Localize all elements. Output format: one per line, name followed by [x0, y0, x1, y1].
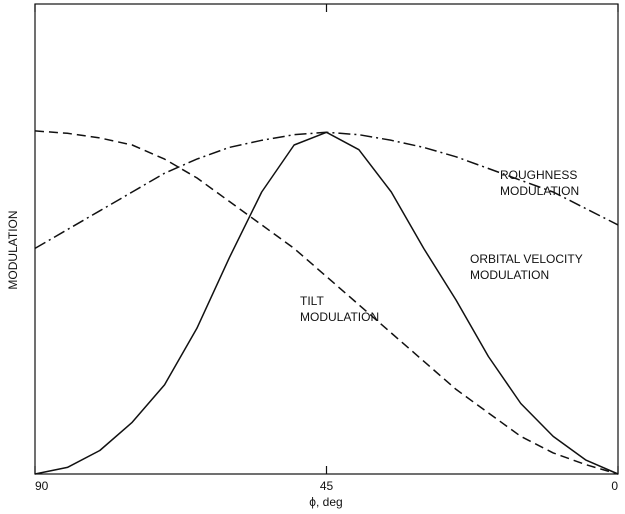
curve-label: ORBITAL VELOCITY: [470, 252, 583, 266]
plot-frame: [34, 3, 619, 475]
curve-label: MODULATION: [470, 268, 549, 282]
x-tick-label: 45: [320, 479, 334, 493]
curve: [34, 131, 619, 475]
x-tick-label: 0: [611, 479, 618, 493]
curve-label: MODULATION: [500, 184, 579, 198]
x-axis-label: ϕ, deg: [309, 495, 342, 509]
curve: [34, 130, 619, 475]
curve-label: TILT: [300, 294, 324, 308]
curve-label: ROUGHNESS: [500, 168, 577, 182]
x-tick-label: 90: [35, 479, 49, 493]
y-axis-label: MODULATION: [6, 210, 20, 289]
curve-label: MODULATION: [300, 310, 379, 324]
